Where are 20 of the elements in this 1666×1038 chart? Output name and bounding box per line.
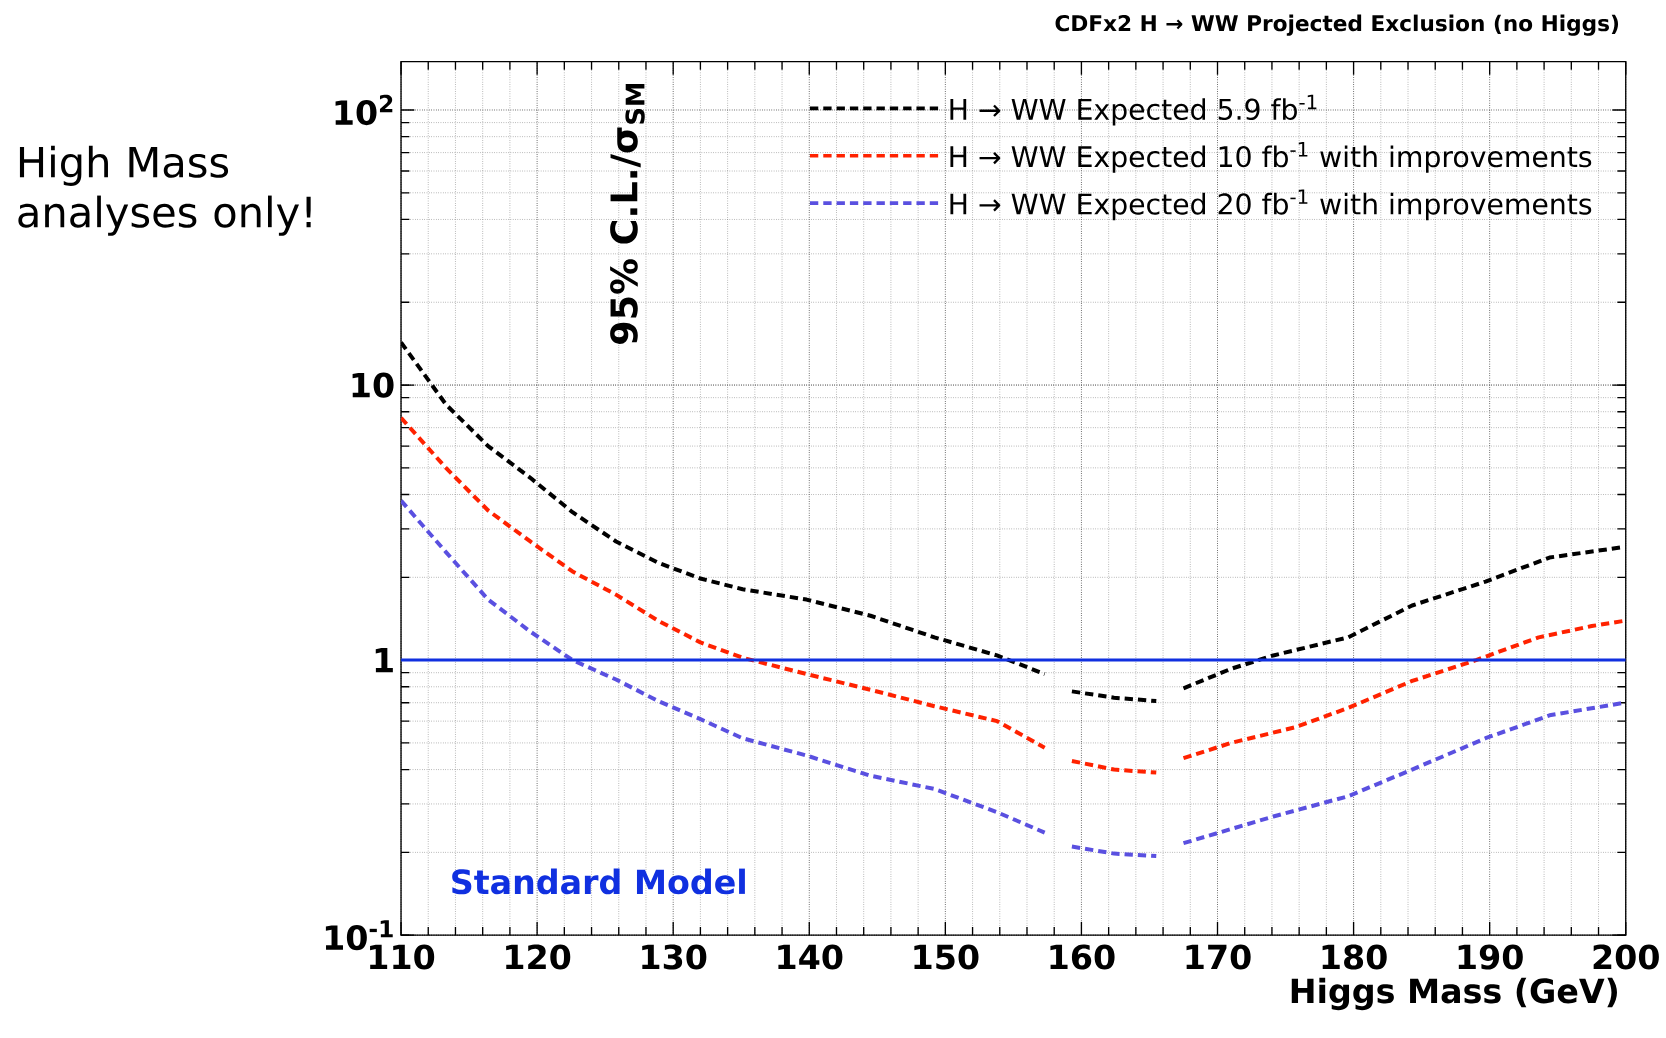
y-tick-label: 10 — [352, 372, 394, 398]
x-tick-label: 130 — [642, 944, 707, 970]
y-axis-title: 95% C.L./σ$_{SM}$ — [610, 83, 645, 344]
x-tick-label: 180 — [1322, 944, 1387, 970]
chart-title: CDFx2 H → WW Projected Exclusion (no Higgs) — [1055, 14, 1619, 36]
ref-line-label: Standard Model — [452, 868, 745, 895]
legend-label: H → WW Expected 10 fb$^{-1}$ with improvements — [950, 141, 1592, 173]
text: High Mass analyses only! — [18, 145, 311, 236]
x-axis-title: Higgs Mass (GeV) — [1291, 977, 1617, 1010]
y-tick-label: 10$^{2}$ — [335, 94, 393, 125]
x-tick-label: 140 — [778, 944, 843, 970]
legend-label: H → WW Expected 5.9 fb$^{-1}$ — [950, 94, 1317, 126]
x-tick-label: 120 — [506, 944, 571, 970]
x-tick-label: 190 — [1458, 944, 1523, 970]
x-tick-label: 160 — [1050, 944, 1115, 970]
y-tick-label: 1 — [375, 647, 393, 673]
legend-label: H → WW Expected 20 fb$^{-1}$ with improvements — [950, 189, 1592, 220]
x-tick-label: 170 — [1186, 944, 1251, 970]
x-tick-label: 150 — [914, 944, 979, 970]
x-tick-label: 200 — [1593, 944, 1659, 970]
